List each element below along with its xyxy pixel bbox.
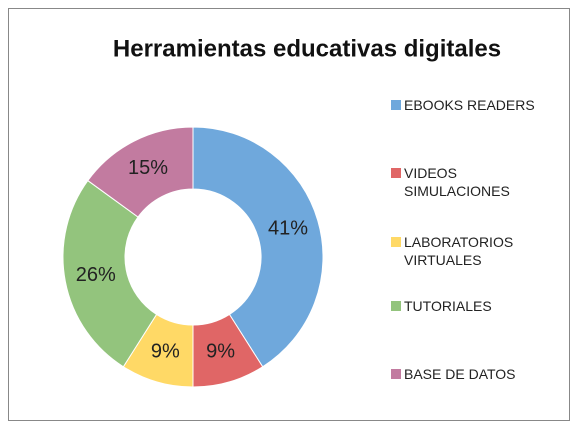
donut-slice [62,179,158,368]
data-label: 15% [128,157,168,179]
donut-slice [192,126,324,368]
legend-swatch [391,168,401,178]
data-label: 41% [268,218,308,240]
legend-swatch [391,301,401,311]
donut-slice [87,126,194,218]
chart-title: Herramientas educativas digitales [113,35,501,62]
legend-label: LABORATORIOS VIRTUALES [404,234,514,268]
data-label: 9% [206,340,235,362]
data-label: 9% [151,340,180,362]
legend-label: BASE DE DATOS [404,366,516,382]
legend-swatch [391,100,401,110]
legend-label: VIDEOS SIMULACIONES [404,165,510,199]
legend-label: TUTORIALES [404,298,492,314]
data-label: 26% [76,264,116,286]
legend-label: EBOOKS READERS [404,97,535,113]
legend-swatch [391,237,401,247]
legend-swatch [391,369,401,379]
